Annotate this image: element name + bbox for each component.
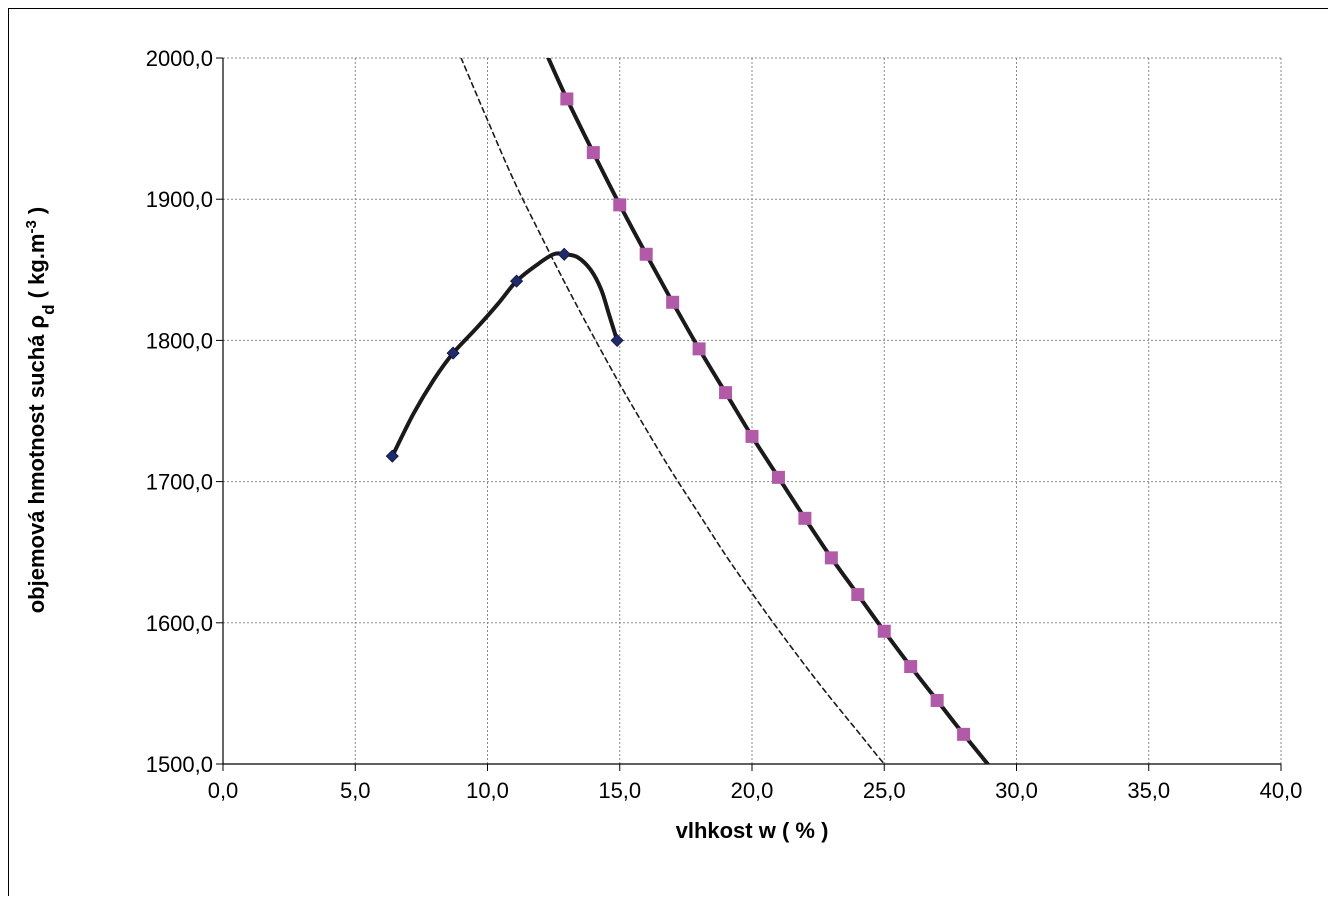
square-marker bbox=[692, 342, 706, 356]
y-tick-labels: 1500,0 1600,0 1700,0 1800,0 1900,0 2000,0 bbox=[146, 46, 213, 777]
compaction-curve bbox=[390, 251, 620, 459]
diamond-marker bbox=[610, 333, 624, 347]
square-marker bbox=[560, 92, 574, 106]
diamond-marker bbox=[385, 449, 399, 463]
markers bbox=[385, 92, 971, 741]
square-marker bbox=[666, 295, 680, 309]
diamond-marker bbox=[510, 274, 524, 288]
square-marker bbox=[904, 660, 918, 674]
y-tick-label: 1700,0 bbox=[146, 470, 213, 495]
square-marker bbox=[957, 727, 971, 741]
y-axis-title-unit: ( kg.m bbox=[24, 234, 49, 305]
square-marker bbox=[613, 198, 627, 212]
x-tick-label: 30,0 bbox=[995, 778, 1038, 803]
saturation-line bbox=[546, 58, 991, 764]
axes bbox=[216, 57, 1282, 771]
diamond-marker bbox=[557, 247, 571, 261]
y-tick-label: 1900,0 bbox=[146, 187, 213, 212]
square-marker bbox=[719, 386, 733, 400]
square-marker bbox=[824, 551, 838, 565]
square-marker bbox=[771, 470, 785, 484]
square-marker bbox=[877, 624, 891, 638]
x-tick-label: 25,0 bbox=[863, 778, 906, 803]
y-axis-title-sub: d bbox=[39, 304, 58, 314]
diamond-marker bbox=[446, 346, 460, 360]
y-axis-title: objemová hmotnost suchá ρd ( kg.m-3 ) bbox=[23, 207, 58, 614]
x-tick-label: 5,0 bbox=[340, 778, 371, 803]
square-marker bbox=[930, 693, 944, 707]
grid bbox=[223, 57, 1282, 764]
square-marker bbox=[639, 247, 653, 261]
chart-frame bbox=[8, 8, 1328, 896]
x-tick-label: 20,0 bbox=[731, 778, 774, 803]
y-axis-title-main: objemová hmotnost suchá ρ bbox=[24, 315, 49, 613]
x-tick-label: 15,0 bbox=[598, 778, 641, 803]
x-axis-title: vlhkost w ( % ) bbox=[676, 818, 829, 843]
x-tick-label: 10,0 bbox=[466, 778, 509, 803]
square-marker bbox=[586, 146, 600, 160]
x-tick-label: 0,0 bbox=[208, 778, 239, 803]
square-marker bbox=[745, 429, 759, 443]
y-tick-label: 2000,0 bbox=[146, 46, 213, 71]
series bbox=[390, 58, 991, 764]
y-tick-label: 1800,0 bbox=[146, 328, 213, 353]
square-marker bbox=[798, 511, 812, 525]
x-tick-labels: 0,0 5,0 10,0 15,0 20,0 25,0 30,0 35,0 40,0 bbox=[208, 778, 1303, 803]
y-axis-title-sup: -3 bbox=[23, 220, 40, 233]
x-tick-label: 35,0 bbox=[1127, 778, 1170, 803]
x-tick-label: 40,0 bbox=[1260, 778, 1303, 803]
y-axis-title-close: ) bbox=[24, 207, 49, 220]
y-tick-label: 1600,0 bbox=[146, 611, 213, 636]
y-tick-label: 1500,0 bbox=[146, 752, 213, 777]
reference-line bbox=[460, 58, 886, 764]
square-marker bbox=[851, 588, 865, 602]
